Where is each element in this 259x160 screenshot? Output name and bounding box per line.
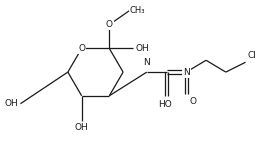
Text: CH₃: CH₃	[129, 6, 145, 15]
Text: N: N	[143, 58, 150, 67]
Text: HO: HO	[158, 100, 171, 109]
Text: Cl: Cl	[248, 51, 256, 60]
Text: OH: OH	[136, 44, 150, 53]
Text: O: O	[189, 97, 196, 106]
Text: OH: OH	[5, 99, 18, 108]
Text: O: O	[78, 44, 85, 53]
Text: O: O	[106, 20, 113, 29]
Text: N: N	[183, 68, 190, 77]
Text: OH: OH	[75, 124, 89, 132]
